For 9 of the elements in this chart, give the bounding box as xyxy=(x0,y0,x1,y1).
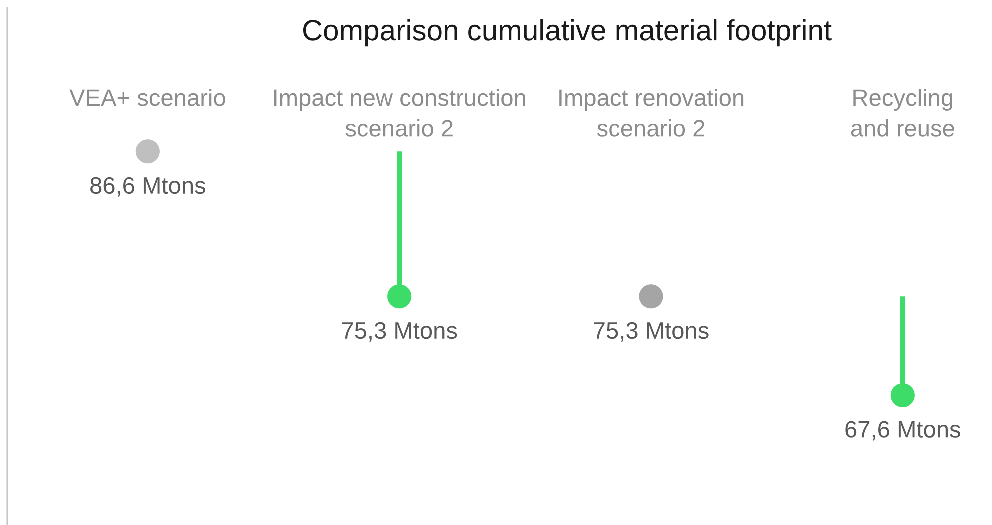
data-label: 75,3 Mtons xyxy=(594,322,709,342)
data-label: 75,3 Mtons xyxy=(342,322,458,342)
x-tick-label: Impact new construction scenario 2 xyxy=(274,88,526,137)
x-tick-label: Impact renovation scenario 2 xyxy=(560,88,744,137)
data-label: 86,6 Mtons xyxy=(90,177,206,197)
chart-title: Comparison cumulative material footprint xyxy=(303,19,832,47)
x-tick-label: Recycling and reuse xyxy=(851,88,954,137)
data-label: 67,6 Mtons xyxy=(846,421,960,441)
x-tick-label: VEA+ scenario xyxy=(70,88,226,106)
